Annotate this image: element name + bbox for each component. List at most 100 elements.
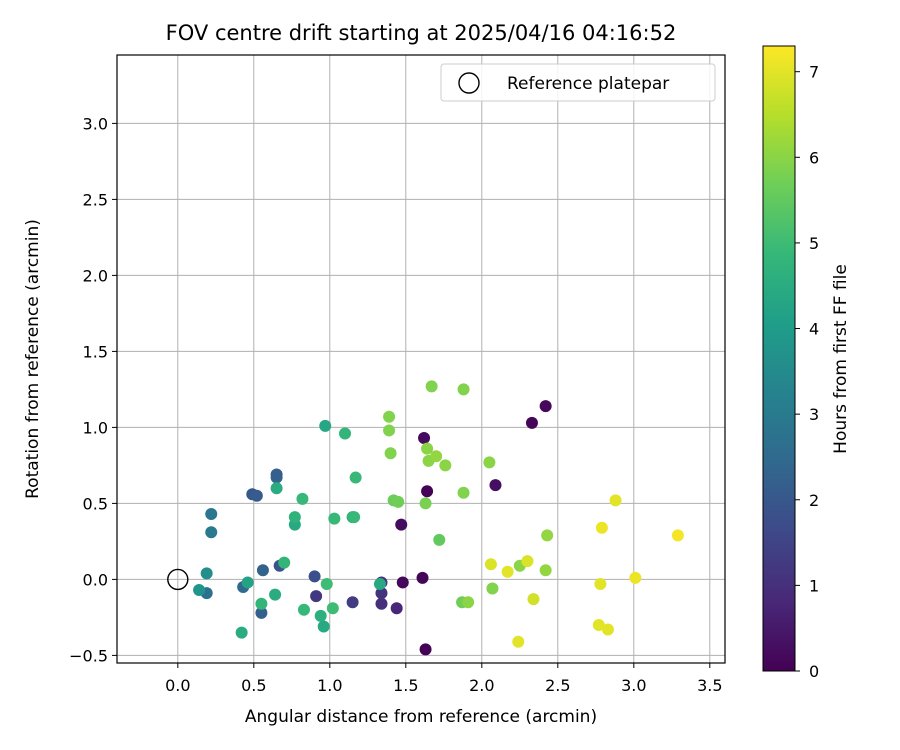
data-point	[539, 400, 552, 413]
data-point	[390, 602, 403, 615]
y-tick-label: 2.0	[83, 266, 108, 285]
data-point	[255, 597, 268, 610]
data-point	[629, 571, 642, 584]
data-point	[457, 486, 470, 499]
y-axis-label: Rotation from reference (arcmin)	[23, 219, 43, 499]
data-point	[310, 590, 323, 603]
y-axis-ticks: −0.5 0.0 0.5 1.0 1.5 2.0 2.5 3.0	[69, 114, 117, 665]
data-point	[269, 588, 282, 601]
x-tick-label: 0.0	[165, 676, 190, 695]
data-point	[418, 432, 431, 445]
data-point	[373, 577, 386, 590]
data-point	[462, 596, 475, 609]
y-tick-label: 1.0	[83, 418, 108, 437]
data-point	[395, 518, 408, 531]
colorbar-tick-label: 4	[809, 320, 819, 339]
x-tick-label: 3.5	[697, 676, 722, 695]
colorbar-tick-label: 5	[809, 234, 819, 253]
data-point	[484, 558, 497, 571]
data-point	[592, 619, 605, 631]
data-point	[317, 620, 330, 633]
data-point	[421, 485, 434, 498]
data-point	[270, 482, 283, 495]
data-point	[521, 555, 534, 568]
legend-reference-marker	[458, 72, 480, 94]
colorbar-tick-label: 6	[809, 148, 819, 167]
data-point	[346, 596, 359, 609]
colorbar-gradient	[762, 45, 796, 672]
y-tick-label: 3.0	[83, 114, 108, 133]
data-point	[384, 447, 397, 460]
data-point	[278, 556, 291, 569]
y-tick-label: −0.5	[69, 646, 108, 665]
y-tick-label: 2.5	[83, 190, 108, 209]
data-point	[483, 456, 496, 469]
data-point	[383, 410, 396, 423]
data-point	[314, 609, 327, 622]
data-point	[430, 450, 443, 463]
data-point	[383, 424, 396, 437]
x-axis-ticks: 0.0 0.5 1.0 1.5 2.0 2.5 3.0 3.5	[165, 663, 723, 695]
data-point	[308, 570, 321, 583]
data-point	[595, 521, 608, 534]
data-point	[541, 529, 554, 542]
data-point	[396, 576, 409, 589]
reference-marker-layer	[167, 568, 189, 591]
data-point	[501, 565, 514, 578]
data-point	[601, 623, 614, 636]
reference-platepar-marker	[167, 568, 189, 591]
colorbar-tick-label: 2	[809, 491, 819, 510]
data-point	[433, 533, 446, 546]
x-tick-label: 2.0	[469, 676, 494, 695]
data-point	[328, 512, 341, 525]
data-point	[297, 603, 310, 616]
colorbar-label: Hours from first FF file	[831, 264, 851, 454]
y-tick-label: 1.5	[83, 342, 108, 361]
colorbar-tick-label: 3	[809, 405, 819, 424]
data-point	[512, 635, 525, 648]
data-point	[421, 442, 434, 455]
data-point	[339, 427, 351, 440]
legend-label-reference: Reference platepar	[507, 74, 669, 94]
data-point	[256, 564, 269, 577]
data-point	[193, 584, 206, 597]
data-point	[539, 564, 552, 577]
data-point	[235, 626, 248, 639]
data-point	[320, 577, 333, 590]
data-point	[200, 567, 213, 580]
grid-lines	[117, 55, 725, 663]
x-tick-label: 1.5	[393, 676, 418, 695]
colorbar: 0 1 2 3 4 5 6 7 Hours from first FF file	[762, 45, 851, 681]
data-point	[250, 489, 263, 502]
data-point	[489, 479, 502, 492]
data-point	[348, 511, 361, 524]
data-point	[288, 511, 301, 524]
y-tick-label: 0.5	[83, 494, 108, 513]
scatter-points	[193, 380, 684, 656]
data-point	[419, 497, 432, 510]
data-point	[457, 383, 470, 396]
colorbar-tick-label: 7	[809, 63, 819, 82]
data-point	[375, 587, 388, 600]
data-point	[375, 597, 388, 610]
data-point	[425, 380, 438, 393]
data-point	[671, 529, 684, 542]
data-point	[609, 494, 622, 507]
x-tick-label: 3.0	[621, 676, 646, 695]
x-axis-label: Angular distance from reference (arcmin)	[245, 707, 597, 727]
data-point	[349, 471, 362, 484]
data-point	[296, 492, 309, 505]
legend-box	[440, 63, 716, 102]
data-point	[594, 577, 607, 590]
data-point	[205, 526, 218, 539]
data-point	[205, 508, 218, 521]
data-point	[416, 571, 429, 584]
colorbar-ticks: 0 1 2 3 4 5 6 7	[795, 63, 819, 681]
data-point	[527, 593, 540, 606]
x-tick-label: 2.5	[545, 676, 570, 695]
plot-area-frame	[116, 54, 726, 664]
data-point	[392, 495, 405, 508]
colorbar-tick-label: 1	[809, 576, 819, 595]
x-tick-label: 1.0	[317, 676, 342, 695]
